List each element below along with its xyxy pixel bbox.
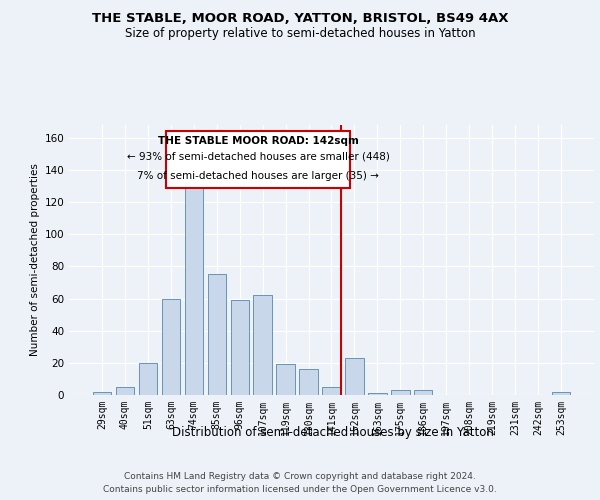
Text: Distribution of semi-detached houses by size in Yatton: Distribution of semi-detached houses by … bbox=[172, 426, 494, 439]
Bar bbox=[322, 387, 341, 395]
Text: ← 93% of semi-detached houses are smaller (448): ← 93% of semi-detached houses are smalle… bbox=[127, 152, 389, 162]
Bar bbox=[185, 183, 203, 395]
Bar bbox=[253, 296, 272, 395]
Text: 7% of semi-detached houses are larger (35) →: 7% of semi-detached houses are larger (3… bbox=[137, 172, 379, 181]
Bar bbox=[552, 392, 570, 395]
Text: THE STABLE MOOR ROAD: 142sqm: THE STABLE MOOR ROAD: 142sqm bbox=[158, 136, 359, 146]
Text: THE STABLE, MOOR ROAD, YATTON, BRISTOL, BS49 4AX: THE STABLE, MOOR ROAD, YATTON, BRISTOL, … bbox=[92, 12, 508, 26]
FancyBboxPatch shape bbox=[166, 132, 350, 188]
Bar bbox=[116, 387, 134, 395]
Bar bbox=[139, 363, 157, 395]
Bar bbox=[345, 358, 364, 395]
Text: Size of property relative to semi-detached houses in Yatton: Size of property relative to semi-detach… bbox=[125, 26, 475, 40]
Bar bbox=[391, 390, 410, 395]
Bar bbox=[277, 364, 295, 395]
Bar bbox=[230, 300, 249, 395]
Text: Contains HM Land Registry data © Crown copyright and database right 2024.
Contai: Contains HM Land Registry data © Crown c… bbox=[103, 472, 497, 494]
Bar bbox=[208, 274, 226, 395]
Bar bbox=[162, 298, 180, 395]
Bar bbox=[93, 392, 111, 395]
Bar bbox=[414, 390, 433, 395]
Bar bbox=[368, 394, 386, 395]
Y-axis label: Number of semi-detached properties: Number of semi-detached properties bbox=[30, 164, 40, 356]
Bar bbox=[299, 370, 318, 395]
